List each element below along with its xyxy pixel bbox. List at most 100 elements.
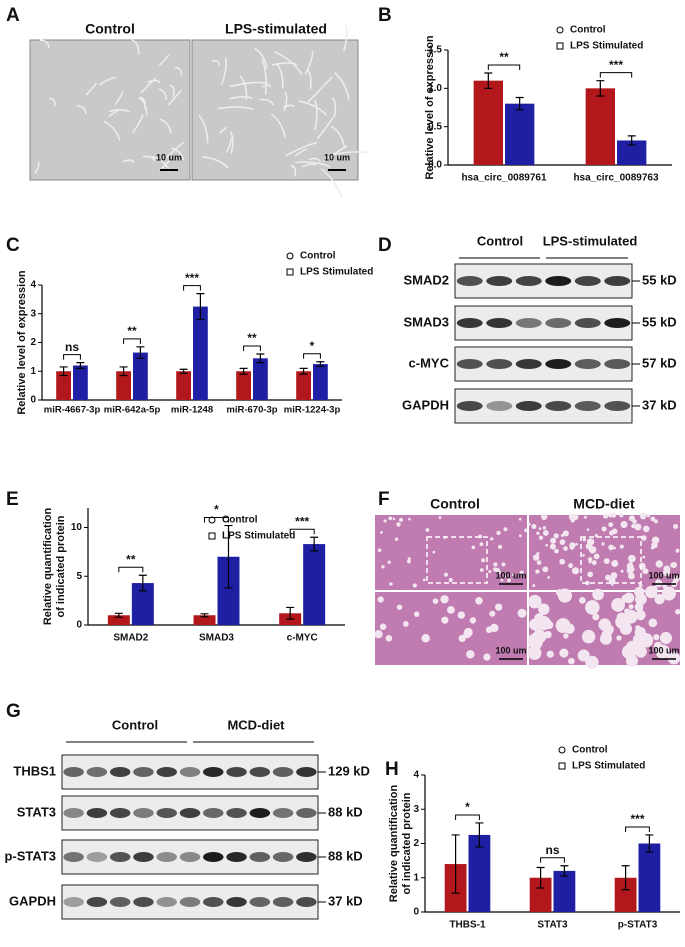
error-bar xyxy=(627,135,636,146)
band xyxy=(486,318,513,328)
legend-label: Control xyxy=(300,251,336,262)
size-label: 88 kD xyxy=(328,848,363,863)
tissue-space xyxy=(663,565,671,573)
tissue-space xyxy=(385,634,393,642)
band xyxy=(456,276,483,286)
band xyxy=(63,852,84,862)
tissue-space xyxy=(399,517,403,522)
tissue-space xyxy=(493,562,498,567)
tissue-space xyxy=(379,623,387,631)
band xyxy=(515,318,542,328)
tissue-space xyxy=(608,544,614,551)
cell xyxy=(170,147,184,161)
tissue-space xyxy=(628,648,637,657)
tissue-space xyxy=(538,527,542,530)
tissue-space xyxy=(640,535,647,541)
x-tick-label: SMAD2 xyxy=(113,633,148,644)
tissue-space xyxy=(635,625,641,631)
tissue-space xyxy=(528,594,542,609)
cell xyxy=(259,98,275,106)
y-tick-label: 1.5 xyxy=(428,45,442,56)
significance-bracket xyxy=(540,857,565,863)
x-tick-label: miR-1224-3p xyxy=(284,405,341,416)
y-axis-label: of indicated protein xyxy=(55,515,67,617)
cell xyxy=(164,141,185,159)
cell xyxy=(202,156,229,169)
tissue-space xyxy=(610,572,618,579)
tissue-space xyxy=(642,525,650,533)
cell xyxy=(220,57,227,86)
panel-letter: E xyxy=(6,489,19,510)
error-bar xyxy=(196,293,205,321)
band xyxy=(296,852,317,862)
y-tick-label: 1 xyxy=(30,366,36,377)
y-tick-label: 1 xyxy=(413,872,419,883)
zoom-box xyxy=(580,536,642,584)
band xyxy=(296,767,317,777)
cell xyxy=(283,91,288,112)
significance-label: * xyxy=(214,503,219,517)
error-bar xyxy=(515,96,524,111)
error-bar xyxy=(536,866,545,889)
tissue-space xyxy=(475,597,483,605)
band xyxy=(486,401,513,411)
band xyxy=(515,401,542,411)
cell xyxy=(103,120,121,141)
band xyxy=(545,318,572,328)
tissue-space xyxy=(422,578,426,582)
y-tick-label: 0.0 xyxy=(428,160,442,171)
protein-label: p-STAT3 xyxy=(4,848,56,863)
tissue-space xyxy=(670,561,678,569)
tissue-space xyxy=(532,554,540,561)
band xyxy=(109,767,131,777)
significance-bracket xyxy=(243,345,261,351)
significance-label: * xyxy=(465,800,470,814)
tissue-space xyxy=(645,585,658,599)
tissue-space xyxy=(438,516,442,519)
protein-label: SMAD3 xyxy=(403,314,449,329)
tissue-space xyxy=(619,513,624,518)
cell xyxy=(301,163,317,168)
error-bar xyxy=(451,834,460,894)
tissue-space xyxy=(519,570,524,576)
tissue-space xyxy=(542,526,547,530)
tissue-space xyxy=(479,542,484,546)
tissue-space xyxy=(620,520,628,529)
tissue-space xyxy=(501,562,506,567)
band xyxy=(574,318,601,328)
tissue-space xyxy=(490,537,494,541)
tissue-space xyxy=(611,583,614,586)
band xyxy=(604,318,631,328)
tissue-space xyxy=(559,558,566,565)
cell xyxy=(316,116,334,140)
legend-marker xyxy=(558,762,566,770)
histology xyxy=(375,592,527,665)
cell xyxy=(343,24,348,52)
tissue-space xyxy=(488,570,492,574)
tissue-space xyxy=(586,528,590,531)
tissue-space xyxy=(672,578,678,585)
band xyxy=(226,852,247,862)
significance-label: ** xyxy=(126,552,136,566)
tissue-space xyxy=(527,522,531,526)
cell xyxy=(285,141,317,157)
cell xyxy=(174,66,183,76)
band xyxy=(203,767,224,777)
significance-bracket xyxy=(487,64,521,70)
cell xyxy=(139,96,146,109)
tissue-space xyxy=(503,574,507,578)
tissue-space xyxy=(603,558,610,565)
cell xyxy=(254,47,268,69)
tissue-space xyxy=(598,618,611,631)
size-label: 57 kD xyxy=(642,355,677,370)
error-bar xyxy=(256,353,265,364)
tissue-space xyxy=(545,543,549,547)
tissue-space xyxy=(611,512,617,518)
tissue-space xyxy=(673,523,679,530)
tissue-space xyxy=(591,560,597,566)
x-tick-label: miR-670-3p xyxy=(226,405,277,416)
tissue-space xyxy=(496,530,501,536)
blot-strip xyxy=(454,305,633,341)
cell xyxy=(85,82,98,96)
tissue-space xyxy=(441,616,449,624)
